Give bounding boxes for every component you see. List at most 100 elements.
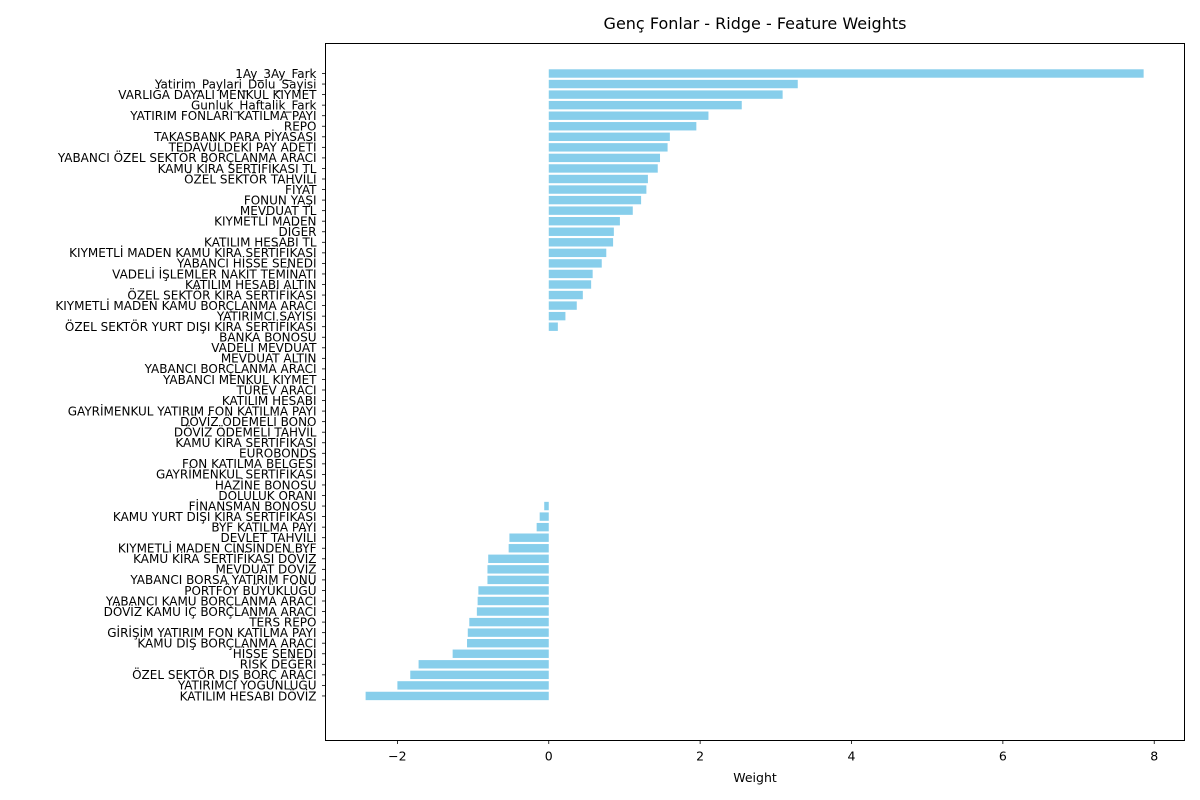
plot-frame — [325, 43, 1185, 741]
bar — [548, 143, 668, 152]
y-tick-label: DOLULUK ORANI — [218, 489, 316, 503]
y-tick-label: YABANCI MENKUL KIYMET — [162, 373, 317, 387]
bar — [478, 586, 549, 595]
y-tick-label: EUROBONDS — [239, 447, 316, 461]
y-tick-label: FİYAT — [285, 182, 317, 197]
y-tick-label: KAMU YURT DIŞI KİRA SERTİFİKASI — [113, 509, 317, 524]
bar — [418, 660, 549, 669]
y-tick-label: KIYMETLİ MADEN CİNSİNDEN BYF — [118, 541, 317, 556]
bar — [548, 132, 670, 141]
y-tick-label: ÖZEL SEKTÖR TAHVİLİ — [184, 170, 316, 186]
bar — [548, 164, 658, 173]
bar — [509, 533, 549, 542]
y-tick-label: KATILIM HESABI — [222, 394, 317, 408]
bar — [536, 522, 549, 532]
bar — [397, 681, 549, 690]
y-tick-labels: 1Ay_3Ay_FarkYatirim_Paylari_Dolu_SayisiV… — [55, 67, 326, 703]
y-tick-label: DEVLET TAHVİLİ — [220, 530, 316, 545]
y-tick-label: YATIRIM FONLARI KATILMA PAYI — [129, 109, 316, 123]
bar — [548, 69, 1144, 78]
y-tick-label: FON KATILMA BELGESİ — [182, 456, 317, 471]
y-tick-label: VADELİ İŞLEMLER NAKİT TEMİNATI — [112, 266, 316, 281]
y-tick-label: TERS REPO — [248, 615, 316, 629]
bar — [487, 575, 549, 585]
y-tick-label: MEVDUAT DÖVİZ — [215, 561, 316, 577]
y-tick-label: KAMU KİRA SERTİFİKASI DÖVİZ — [133, 550, 316, 566]
bar — [487, 565, 549, 574]
y-tick-label: YABANCI HİSSE SENEDİ — [176, 256, 317, 271]
y-tick-label: TÜREV ARACI — [235, 381, 316, 397]
y-tick-label: DÖVİZ ÖDEMELİ TAHVİL — [174, 424, 317, 440]
x-tick-label: 8 — [1150, 749, 1158, 764]
bar — [548, 280, 592, 289]
bar — [548, 238, 614, 247]
y-tick-label: KATILIM HESABI TL — [204, 236, 317, 250]
bar — [548, 100, 742, 110]
y-tick-label: KIYMETLİ MADEN KAMU BORÇLANMA ARACI — [55, 298, 316, 313]
bar — [548, 79, 798, 89]
bar — [548, 322, 558, 331]
y-tick-label: KAMU DIŞ BORÇLANMA ARACI — [137, 637, 316, 651]
y-tick-label: FONUN YAŞI — [244, 193, 317, 207]
bar — [548, 301, 577, 310]
bar — [365, 691, 549, 701]
bar — [467, 628, 549, 637]
y-tick-label: KATILIM HESABI ALTIN — [185, 278, 317, 292]
y-tick-label: GAYRİMENKUL SERTİFİKASI — [156, 467, 317, 482]
bar — [548, 269, 593, 279]
bars-group — [365, 69, 1144, 701]
bar — [548, 174, 648, 184]
bar — [544, 501, 549, 511]
bar — [548, 290, 583, 300]
bar — [477, 596, 549, 606]
y-tick-label: KATILIM HESABI DÖVİZ — [180, 687, 317, 703]
y-tick-label: GİRİŞİM YATIRIM FON KATILMA PAYI — [107, 625, 316, 640]
bar — [548, 259, 602, 268]
y-tick-label: YATIRIMCI YOĞUNLUĞU — [177, 678, 317, 693]
y-tick-label: TAKASBANK PARA PİYASASI — [153, 129, 316, 144]
y-tick-label: YABANCI BORÇLANMA ARACI — [144, 362, 317, 376]
y-tick-label: YABANCI KAMU BORÇLANMA ARACI — [105, 594, 317, 608]
bar — [548, 311, 566, 321]
y-tick-label: Yatirim_Paylari_Dolu_Sayisi — [154, 77, 317, 91]
y-tick-label: FİNANSMAN BONOSU — [189, 498, 317, 513]
bar — [467, 639, 549, 648]
x-tick-label: 0 — [545, 749, 553, 764]
bar — [548, 248, 607, 258]
y-tick-label: HİSSE SENEDİ — [233, 646, 317, 661]
bar — [548, 185, 647, 194]
y-tick-label: DÖVİZ KAMU İÇ BORÇLANMA ARACI — [104, 603, 317, 619]
y-tick-label: HAZİNE BONOSU — [215, 477, 317, 492]
y-tick-label: Gunluk_Haftalik_Fark — [191, 98, 317, 112]
y-tick-label: ÖZEL SEKTÖR KİRA SERTİFİKASI — [127, 286, 316, 302]
y-tick-label: RİSK DEĞERİ — [240, 657, 317, 672]
y-tick-label: VARLIĞA DAYALI MENKUL KIYMET — [118, 87, 317, 102]
y-tick-label: YATIRIMCI SAYISI — [216, 309, 317, 323]
y-tick-label: BYF KATILMA PAYI — [211, 520, 316, 534]
y-tick-label: VADELİ MEVDUAT — [211, 340, 317, 355]
x-tick-label: 4 — [848, 749, 856, 764]
y-tick-label: DİĞER — [279, 224, 317, 239]
bar — [452, 649, 549, 658]
bar — [548, 227, 614, 236]
bar — [488, 554, 549, 563]
x-axis-label: Weight — [733, 770, 777, 785]
y-tick-label: ÖZEL SEKTÖR DIŞ BORÇ ARACI — [132, 666, 316, 682]
bar — [469, 617, 549, 627]
bar — [548, 206, 633, 215]
x-tick-label: 6 — [999, 749, 1007, 764]
bar — [548, 217, 620, 226]
bar — [548, 195, 642, 205]
y-tick-label: PORTFÖY BÜYÜKLÜĞÜ — [184, 582, 316, 598]
y-tick-label: ÖZEL SEKTÖR YURT DIŞI KİRA SERTİFİKASI — [65, 318, 317, 334]
y-tick-label: DÖVİZ ÖDEMELİ BONO — [180, 413, 316, 429]
bar — [548, 111, 709, 120]
chart-title: Genç Fonlar - Ridge - Feature Weights — [604, 14, 907, 33]
y-tick-label: YABANCI BORSA YATIRIM FONU — [129, 573, 316, 587]
bar — [508, 544, 549, 553]
bar — [548, 122, 697, 131]
y-tick-label: KAMU KİRA SERTİFİKASI TL — [158, 161, 317, 176]
y-tick-label: KIYMETLİ MADEN — [214, 214, 316, 229]
x-tick-label: −2 — [388, 749, 406, 764]
y-tick-label: GAYRİMENKUL YATIRIM FON KATILMA PAYI — [68, 403, 317, 418]
